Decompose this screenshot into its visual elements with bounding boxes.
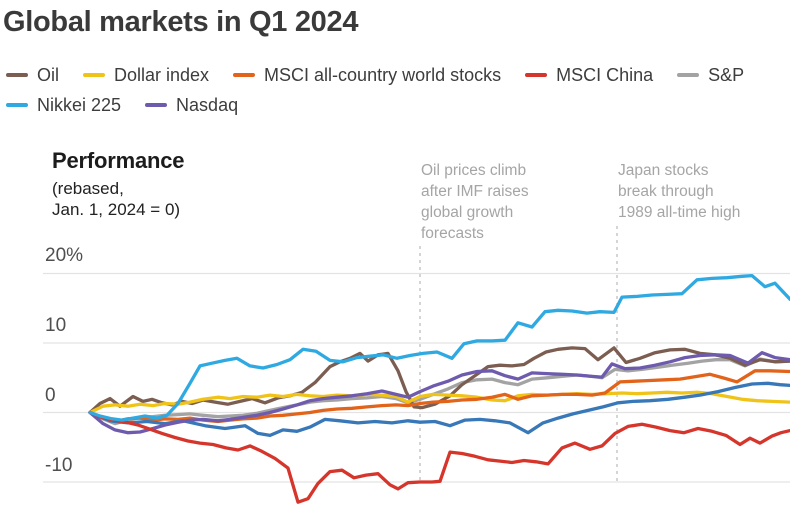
y-tick-neg10: -10: [45, 455, 73, 476]
series-line-msci-china: [88, 410, 790, 504]
annotation-oil-prices: Oil prices climb after IMF raises global…: [421, 162, 529, 242]
page-title: Global markets in Q1 2024: [3, 6, 359, 38]
annotation-japan-stocks: Japan stocks break through 1989 all-time…: [618, 162, 741, 221]
legend-label: Nasdaq: [176, 94, 239, 115]
performance-subtitle: (rebased, Jan. 1, 2024 = 0): [52, 179, 181, 219]
series-line-unlabeled-blue: [88, 381, 790, 438]
legend-label: Dollar index: [114, 64, 210, 85]
msci-china-swatch-icon: [525, 73, 548, 77]
msci-acwi-swatch-icon: [233, 73, 256, 77]
oil-swatch-icon: [6, 73, 28, 77]
legend-item-oil: Oil: [6, 65, 59, 86]
legend-item-nasdaq: Nasdaq: [145, 95, 238, 116]
dollar-index-swatch-icon: [83, 73, 105, 77]
legend-label: S&P: [708, 64, 745, 85]
series-line-dollar-index: [88, 390, 790, 415]
legend-item-sp: S&P: [677, 65, 744, 86]
y-tick-0: 0: [45, 385, 56, 406]
legend-label: Nikkei 225: [37, 94, 122, 115]
axis-title-block: Performance (rebased, Jan. 1, 2024 = 0): [52, 148, 185, 220]
y-tick-20: 20%: [45, 245, 84, 266]
series-line-nasdaq: [88, 351, 790, 435]
sp-swatch-icon: [677, 73, 700, 77]
legend-item-dollar-index: Dollar index: [83, 65, 209, 86]
legend-label: Oil: [37, 64, 59, 85]
performance-heading: Performance: [52, 148, 185, 173]
legend-row-2: Nikkei 225 Nasdaq: [6, 92, 790, 118]
nikkei-swatch-icon: [6, 103, 28, 107]
nasdaq-swatch-icon: [145, 103, 168, 107]
legend-item-nikkei-225: Nikkei 225: [6, 95, 121, 116]
y-tick-10: 10: [45, 315, 67, 336]
legend-item-msci-china: MSCI China: [525, 65, 653, 86]
series-line-nikkei-225: [88, 273, 790, 422]
legend-row-1: Oil Dollar index MSCI all-country world …: [6, 62, 790, 88]
legend-label: MSCI all-country world stocks: [264, 64, 502, 85]
legend-item-msci-acwi: MSCI all-country world stocks: [233, 65, 501, 86]
legend-label: MSCI China: [556, 64, 654, 85]
